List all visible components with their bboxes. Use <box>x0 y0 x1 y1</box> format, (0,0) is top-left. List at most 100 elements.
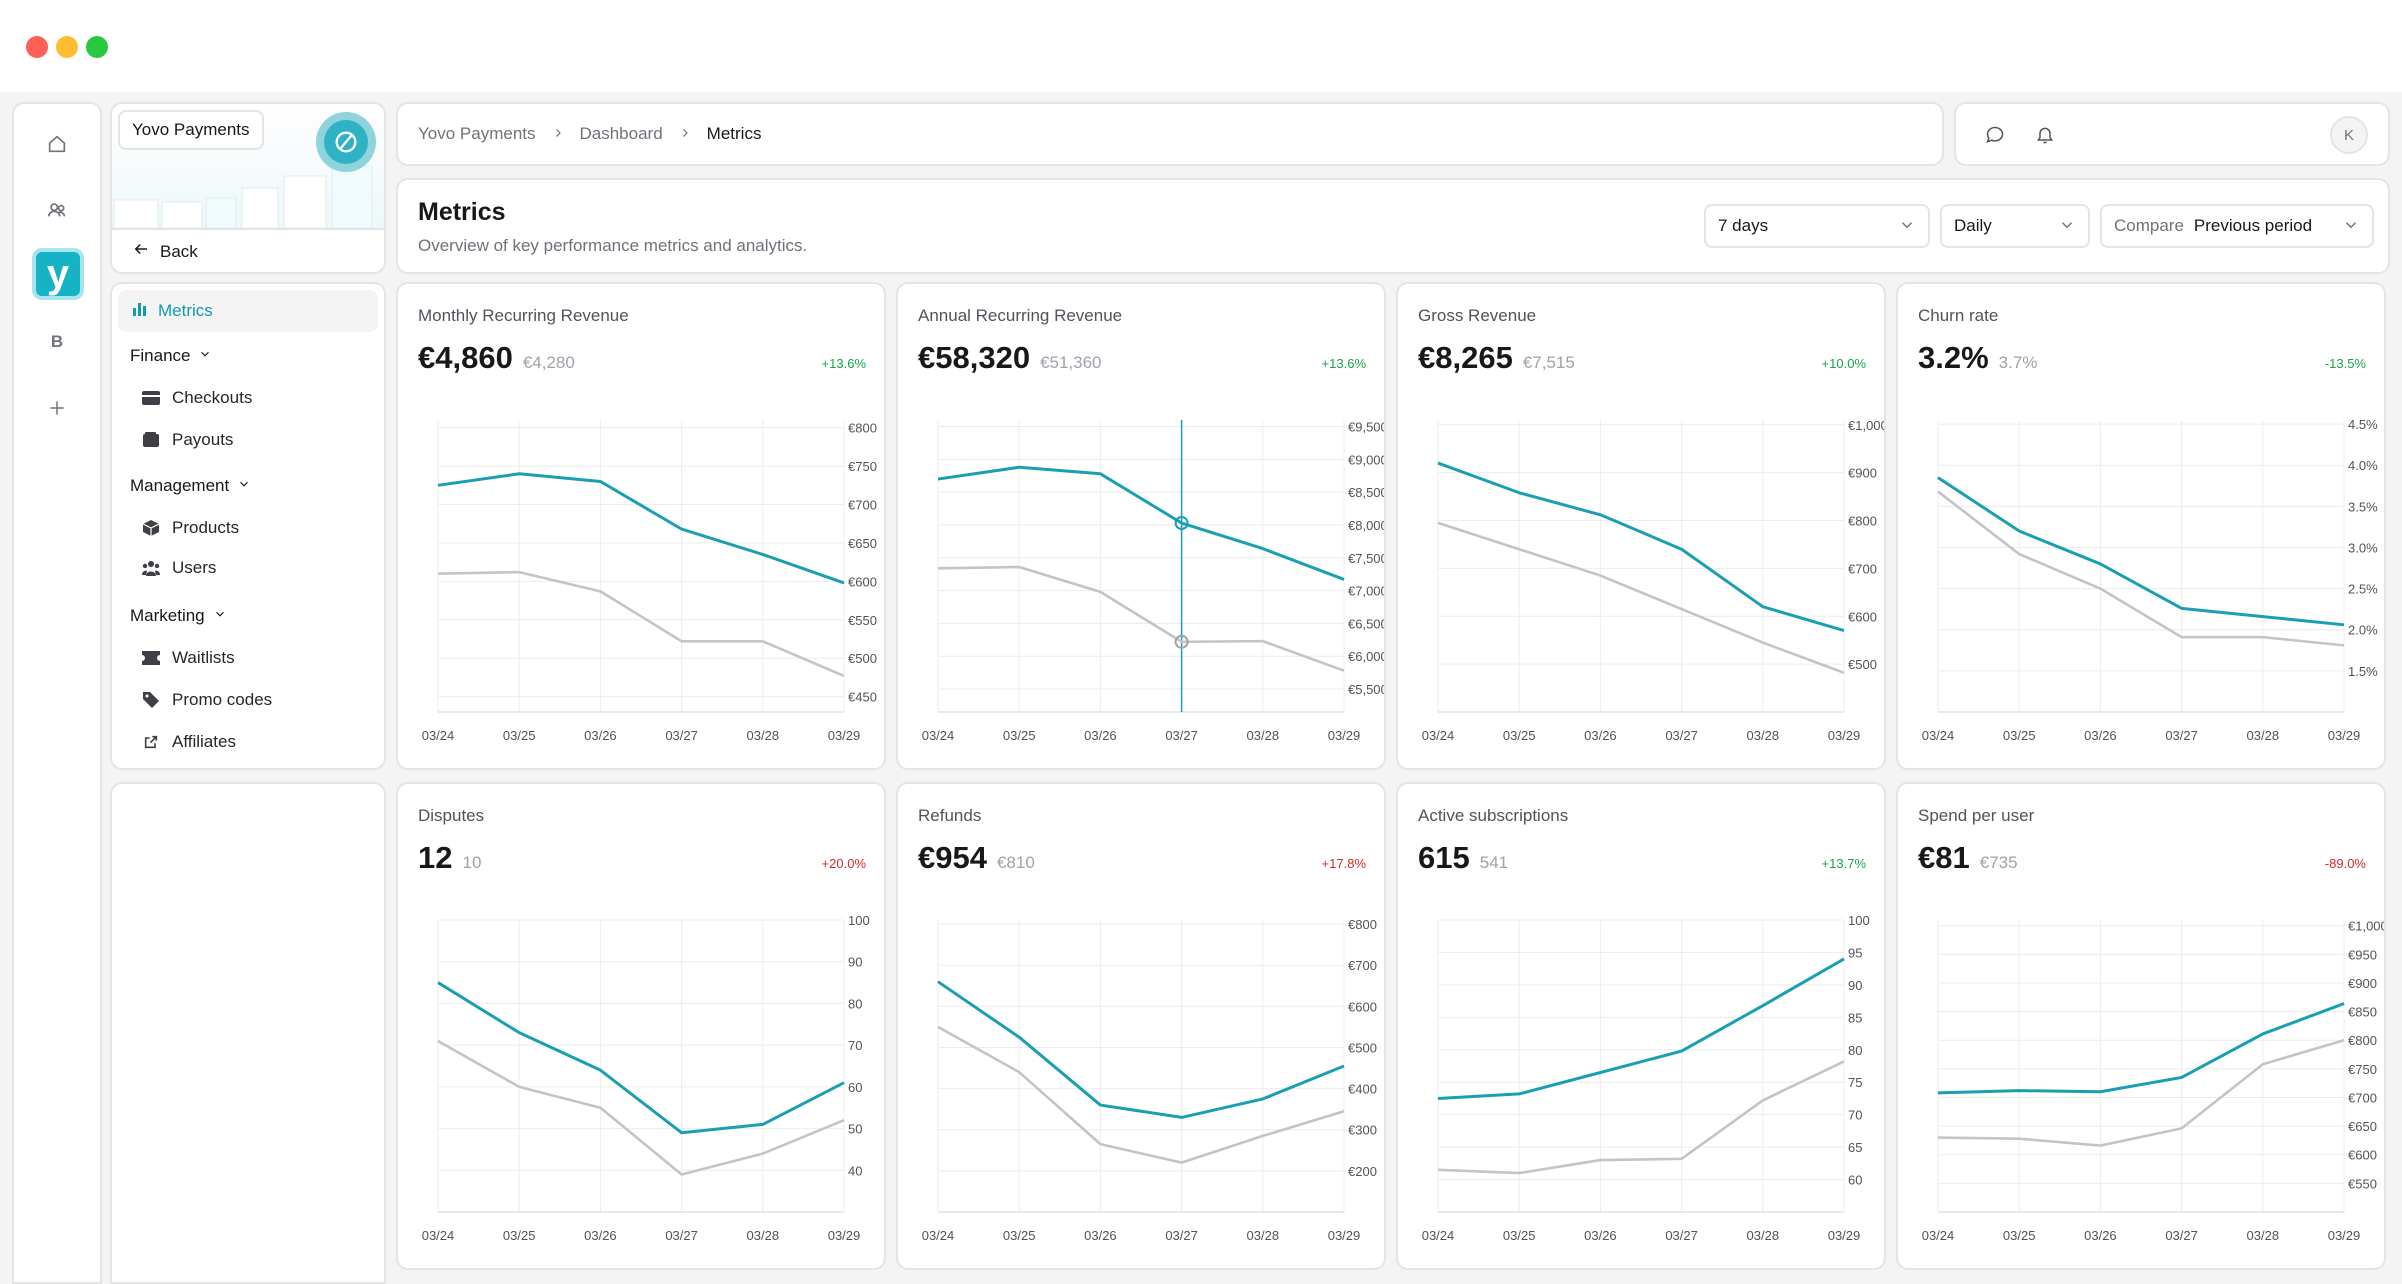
data-point <box>679 1171 685 1177</box>
chevron-right-icon <box>552 124 564 144</box>
data-point <box>435 482 441 488</box>
metric-chart[interactable]: €1,000 €950 €900 €850 €800 €750 €700 €650 €600 €5… <box>1898 902 2384 1264</box>
avatar[interactable]: K <box>2330 116 2368 154</box>
x-tick-label: 03/27 <box>1665 728 1698 743</box>
data-point <box>1760 1097 1766 1103</box>
nav-group-finance[interactable]: Finance <box>130 346 212 366</box>
metric-chart[interactable]: €800 €700 €600 €500 €400 €300 €200 03/24 03/25 03… <box>898 902 1384 1264</box>
y-tick-label: 40 <box>848 1163 862 1178</box>
workspace-switcher[interactable]: B <box>50 332 64 351</box>
data-point <box>1760 604 1766 610</box>
sidebar-item-label: Products <box>172 518 240 537</box>
data-point <box>1935 475 1941 481</box>
x-tick-label: 03/24 <box>422 1228 455 1243</box>
metric-chart[interactable]: €1,000 €900 €800 €700 €600 €500 03/24 03/25 03/2… <box>1398 402 1884 764</box>
sidebar-item-users[interactable]: Users <box>142 558 216 578</box>
x-tick-label: 03/24 <box>1922 1228 1955 1243</box>
metric-card[interactable]: Gross Revenue €8,265 €7,515 +10.0% €1,000 €90… <box>1396 282 1886 770</box>
organization-name[interactable]: Yovo Payments <box>118 110 264 150</box>
sidebar-item-label: Checkouts <box>172 388 253 407</box>
metric-chart[interactable]: €800 €750 €700 €650 €600 €550 €500 €450 03/24 03/… <box>398 402 884 764</box>
home-icon[interactable] <box>31 118 83 170</box>
metric-card[interactable]: Annual Recurring Revenue €58,320 €51,360 +1… <box>896 282 1386 770</box>
metric-title: Active subscriptions <box>1418 806 1569 825</box>
data-point <box>1179 1114 1185 1120</box>
x-tick-label: 03/24 <box>922 1228 955 1243</box>
interval-select[interactable]: Daily <box>1940 204 2090 248</box>
message-icon[interactable] <box>1980 120 2010 150</box>
users-icon[interactable] <box>31 184 83 236</box>
back-button[interactable]: Back <box>132 240 198 263</box>
data-point <box>2016 1136 2022 1142</box>
x-tick-label: 03/24 <box>1422 1228 1455 1243</box>
metric-previous-value: 3.7% <box>1998 353 2038 372</box>
metric-chart[interactable]: €9,500 €9,000 €8,500 €8,000 €7,500 €7,000 €6,5… <box>898 402 1384 764</box>
series-line-previous <box>937 1025 1345 1164</box>
y-tick-label: 2.5% <box>2348 582 2378 597</box>
nav-group-marketing[interactable]: Marketing <box>130 606 227 626</box>
breadcrumb-item[interactable]: Dashboard <box>579 124 663 143</box>
series-line-current <box>1937 476 2345 627</box>
sidebar-item-checkouts[interactable]: Checkouts <box>142 388 252 408</box>
data-point <box>1016 1069 1022 1075</box>
data-point[interactable] <box>1174 516 1189 531</box>
metric-card[interactable]: Refunds €954 €810 +17.8% €800 €700 €600 €500 €40… <box>896 782 1386 1270</box>
bell-icon[interactable] <box>2030 120 2060 150</box>
data-point <box>2179 1125 2185 1131</box>
metric-card[interactable]: Active subscriptions 615 541 +13.7% 100 95 90 8… <box>1396 782 1886 1270</box>
plus-icon[interactable] <box>31 382 83 434</box>
x-tick-label: 03/29 <box>828 1228 861 1243</box>
y-tick-label: 2.0% <box>2348 623 2378 638</box>
chevron-down-icon <box>1898 216 1916 239</box>
x-tick-label: 03/29 <box>1828 728 1861 743</box>
data-point <box>1260 638 1266 644</box>
sidebar-item-products[interactable]: Products <box>142 518 239 538</box>
app-logo[interactable]: y <box>32 248 84 300</box>
data-point <box>1016 564 1022 570</box>
metric-value: 615 <box>1418 840 1470 875</box>
metric-card[interactable]: Churn rate 3.2% 3.7% -13.5% 4.5% 4.0% 3.5% 3.0%… <box>1896 282 2386 770</box>
sidebar-item-payouts[interactable]: Payouts <box>142 430 233 450</box>
sidebar-item-waitlists[interactable]: Waitlists <box>142 648 235 668</box>
sidebar-item-promo-codes[interactable]: Promo codes <box>142 690 272 710</box>
data-point <box>1597 1157 1603 1163</box>
users-icon <box>142 559 160 577</box>
x-tick-label: 03/27 <box>2165 1228 2198 1243</box>
x-tick-label: 03/28 <box>1247 1228 1280 1243</box>
page-header: Metrics Overview of key performance metr… <box>396 178 2390 274</box>
y-tick-label: €900 <box>2348 976 2377 991</box>
metric-card[interactable]: Monthly Recurring Revenue €4,860 €4,280 +13… <box>396 282 886 770</box>
data-point[interactable] <box>1174 634 1189 649</box>
data-point <box>597 478 603 484</box>
series-line-current <box>1437 957 1845 1100</box>
breadcrumb-item[interactable]: Yovo Payments <box>418 124 536 143</box>
metric-card[interactable]: Disputes 12 10 +20.0% 100 90 80 70 60 50 40 03/24 03… <box>396 782 886 1270</box>
nav-group-management[interactable]: Management <box>130 476 251 496</box>
data-point <box>1679 1156 1685 1162</box>
metric-title: Annual Recurring Revenue <box>918 306 1123 325</box>
package-icon <box>142 519 160 537</box>
data-point <box>1097 1102 1103 1108</box>
metric-chart[interactable]: 100 90 80 70 60 50 40 03/24 03/25 03/26 03/27 03/28… <box>398 902 884 1264</box>
metric-value: €8,265 <box>1418 340 1513 375</box>
close-window-button[interactable] <box>26 36 48 58</box>
range-select-value: 7 days <box>1718 216 1769 235</box>
sidebar-item-metrics[interactable]: Metrics <box>118 290 378 332</box>
y-tick-label: 80 <box>848 996 862 1011</box>
data-point <box>516 1030 522 1036</box>
data-point <box>1679 546 1685 552</box>
y-tick-label: €800 <box>1348 917 1377 932</box>
y-tick-label: €500 <box>1348 1040 1377 1055</box>
range-select[interactable]: 7 days <box>1704 204 1930 248</box>
sidebar-item-affiliates[interactable]: Affiliates <box>142 732 236 752</box>
data-point <box>841 673 847 679</box>
series-line-previous <box>437 570 845 678</box>
metric-chart[interactable]: 100 95 90 85 80 75 70 65 60 03/24 03/25 03/26 03/27 0… <box>1398 902 1884 1264</box>
compare-select[interactable]: Compare Previous period <box>2100 204 2374 248</box>
zoom-window-button[interactable] <box>86 36 108 58</box>
minimize-window-button[interactable] <box>56 36 78 58</box>
metric-card[interactable]: Spend per user €81 €735 -89.0% €1,000 €950 €90… <box>1896 782 2386 1270</box>
series-line-previous <box>1437 1060 1845 1175</box>
y-tick-label: 80 <box>1848 1043 1862 1058</box>
metric-chart[interactable]: 4.5% 4.0% 3.5% 3.0% 2.5% 2.0% 1.5% 03/24 03/25 03… <box>1898 402 2384 764</box>
